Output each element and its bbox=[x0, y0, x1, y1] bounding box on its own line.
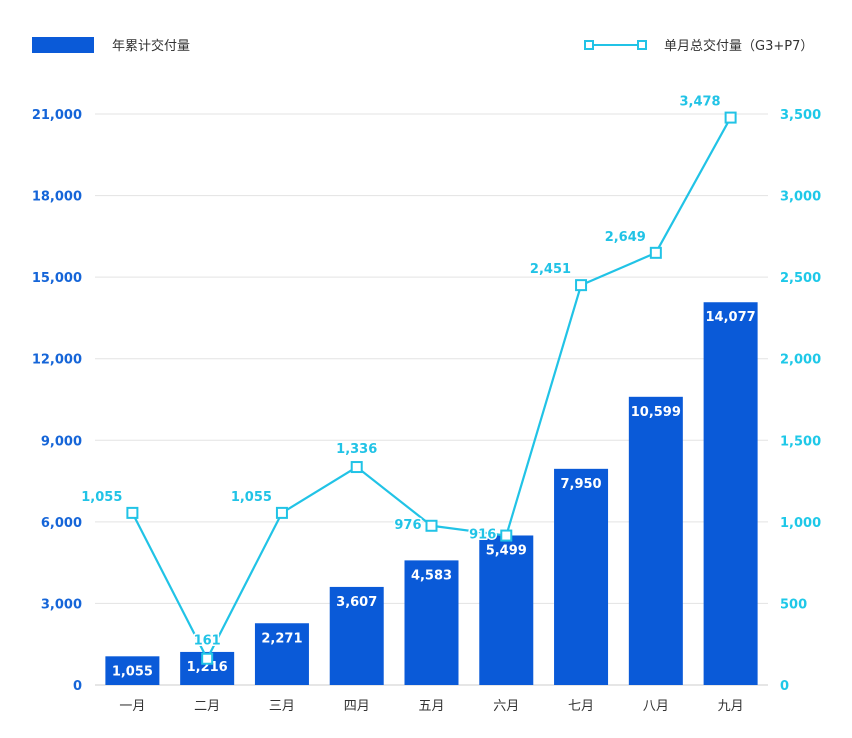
y-right-tick-label: 1,000 bbox=[780, 516, 821, 531]
bar bbox=[628, 396, 683, 685]
line-point bbox=[425, 519, 438, 532]
y-left-tick-label: 6,000 bbox=[41, 516, 82, 531]
bar bbox=[329, 586, 384, 685]
bar bbox=[404, 560, 459, 685]
x-tick-label: 六月 bbox=[493, 699, 519, 714]
y-left-tick-label: 12,000 bbox=[32, 353, 82, 368]
line-value-label: 2,451 bbox=[530, 262, 571, 277]
y-left-tick-label: 9,000 bbox=[41, 434, 82, 449]
y-left-tick-label: 0 bbox=[73, 679, 82, 694]
bar-value-label: 10,599 bbox=[631, 405, 681, 420]
bar-value-label: 4,583 bbox=[411, 568, 452, 583]
line-point bbox=[724, 111, 737, 124]
bar bbox=[254, 623, 309, 685]
y-right-tick-label: 500 bbox=[780, 597, 807, 612]
x-tick-label: 二月 bbox=[194, 699, 220, 714]
left-axis: 0 3,000 6,000 9,000 12,000 15,000 18,000 21,000 bbox=[32, 108, 82, 694]
legend: 年累计交付量 单月总交付量（G3+P7） bbox=[32, 37, 813, 54]
bar-value-label: 3,607 bbox=[336, 595, 377, 610]
line-value-label: 1,055 bbox=[231, 490, 272, 505]
bar bbox=[554, 468, 609, 685]
y-right-tick-label: 3,000 bbox=[780, 190, 821, 205]
bar-series: 1,055 1,216 2,271 3,607 4,583 5,499 7,950 10,59… bbox=[105, 302, 758, 685]
line-point bbox=[126, 506, 139, 519]
bar bbox=[105, 656, 160, 685]
bar-value-label: 1,055 bbox=[112, 664, 153, 679]
x-axis: 一月 二月 三月 四月 五月 六月 七月 八月 九月 bbox=[119, 699, 743, 714]
line-point bbox=[500, 529, 513, 542]
y-right-tick-label: 0 bbox=[780, 679, 789, 694]
line-series: 1,055 161 1,055 1,336 976 916 2,451 2,649 3,478 bbox=[80, 93, 737, 665]
legend-bar-label: 年累计交付量 bbox=[112, 38, 190, 54]
line-point bbox=[275, 506, 288, 519]
y-left-tick-label: 15,000 bbox=[32, 271, 82, 286]
x-tick-label: 九月 bbox=[718, 699, 744, 714]
bar bbox=[703, 302, 758, 685]
line-point bbox=[649, 246, 662, 259]
y-left-tick-label: 3,000 bbox=[41, 597, 82, 612]
right-axis: 0 500 1,000 1,500 2,000 2,500 3,000 3,500 bbox=[780, 108, 821, 694]
line-value-label: 976 bbox=[394, 518, 421, 533]
legend-line-marker-left bbox=[584, 40, 594, 50]
line-point bbox=[575, 279, 588, 292]
y-left-tick-label: 21,000 bbox=[32, 108, 82, 123]
legend-line-marker-right bbox=[637, 40, 647, 50]
y-right-tick-label: 1,500 bbox=[780, 434, 821, 449]
x-tick-label: 四月 bbox=[344, 699, 370, 714]
y-right-tick-label: 3,500 bbox=[780, 108, 821, 123]
x-tick-label: 八月 bbox=[643, 699, 669, 714]
legend-line-label: 单月总交付量（G3+P7） bbox=[664, 38, 813, 54]
line-point bbox=[350, 461, 363, 474]
bar bbox=[479, 535, 534, 685]
legend-bar-swatch bbox=[32, 37, 94, 53]
line-value-label: 2,649 bbox=[605, 230, 646, 245]
y-left-tick-label: 18,000 bbox=[32, 190, 82, 205]
x-tick-label: 七月 bbox=[568, 699, 594, 714]
bar-value-label: 14,077 bbox=[706, 310, 756, 325]
line-value-label: 1,055 bbox=[81, 490, 122, 505]
line-value-label: 3,478 bbox=[679, 95, 720, 110]
bar-value-label: 7,950 bbox=[560, 477, 601, 492]
x-tick-label: 三月 bbox=[269, 699, 295, 714]
x-tick-label: 五月 bbox=[418, 699, 444, 714]
y-right-tick-label: 2,000 bbox=[780, 353, 821, 368]
bar-value-label: 2,271 bbox=[261, 631, 302, 646]
y-right-tick-label: 2,500 bbox=[780, 271, 821, 286]
line-value-label: 916 bbox=[469, 528, 496, 543]
x-tick-label: 一月 bbox=[119, 699, 145, 714]
line-value-label: 1,336 bbox=[336, 442, 377, 457]
bar-value-label: 1,216 bbox=[187, 660, 228, 675]
line-point bbox=[201, 652, 214, 665]
bar-value-label: 5,499 bbox=[486, 543, 527, 558]
line-value-label: 161 bbox=[194, 634, 221, 649]
